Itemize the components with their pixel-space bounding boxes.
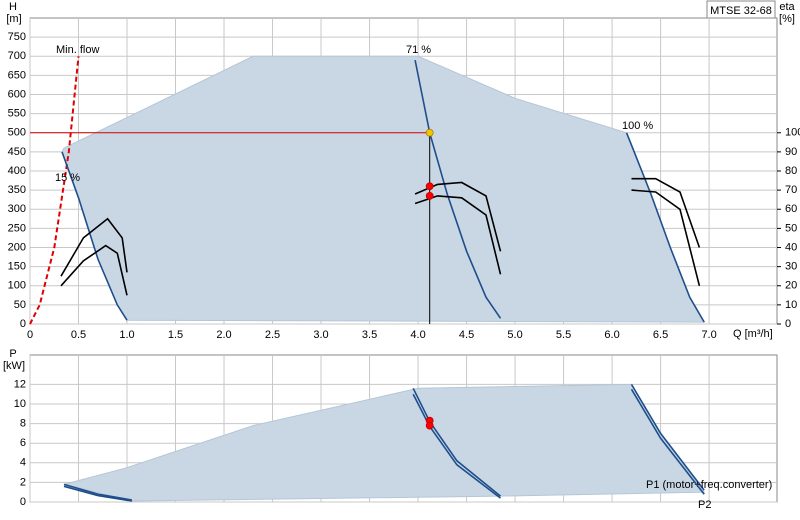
y-tick-label: 4 xyxy=(20,457,26,469)
y2-tick-label: 50 xyxy=(785,222,797,234)
y-tick-label: 8 xyxy=(20,418,26,430)
y-tick-label: 650 xyxy=(8,69,26,81)
x-tick-label: 6.0 xyxy=(604,329,619,341)
x-tick-label: 1.5 xyxy=(168,329,183,341)
curve-label: 100 % xyxy=(622,120,653,132)
y-tick-label: 200 xyxy=(8,241,26,253)
y2-tick-label: 90 xyxy=(785,146,797,158)
y2-tick-label: 70 xyxy=(785,184,797,196)
performance-curve xyxy=(63,383,705,501)
x-tick-label: 3.5 xyxy=(362,329,377,341)
y-tick-label: 150 xyxy=(8,261,26,273)
y-tick-label: 300 xyxy=(8,203,26,215)
curve-label: P2 xyxy=(698,499,711,511)
y-tick-label: 0 xyxy=(20,318,26,330)
y2-tick-label: 60 xyxy=(785,203,797,215)
operating-point xyxy=(425,191,434,200)
x-tick-label: 2.0 xyxy=(216,329,231,341)
y-tick-label: 100 xyxy=(8,280,26,292)
x-tick-label: 1.0 xyxy=(119,329,134,341)
x-tick-label: 5.0 xyxy=(507,329,522,341)
curve-label: 71 % xyxy=(406,44,431,56)
y-label: P xyxy=(9,348,16,360)
y-unit: [kW] xyxy=(3,360,25,372)
y-tick-label: 50 xyxy=(14,299,26,311)
y-tick-label: 350 xyxy=(8,184,26,196)
y2-tick-label: 0 xyxy=(785,318,791,330)
performance-curve xyxy=(625,132,705,323)
pump-name: MTSE 32-68 xyxy=(710,5,772,17)
x-label: Q [m³/h] xyxy=(733,328,773,340)
y-tick-label: 2 xyxy=(20,476,26,488)
y-tick-label: 700 xyxy=(8,50,26,62)
y-tick-label: 6 xyxy=(20,437,26,449)
x-tick-label: 5.5 xyxy=(556,329,571,341)
y2-tick-label: 100 xyxy=(785,127,800,139)
performance-curve xyxy=(63,388,705,502)
operating-point xyxy=(425,421,434,430)
y-tick-label: 500 xyxy=(8,127,26,139)
y2-tick-label: 80 xyxy=(785,165,797,177)
y-tick-label: 600 xyxy=(8,88,26,100)
y-tick-label: 750 xyxy=(8,31,26,43)
x-tick-label: 3.0 xyxy=(313,329,328,341)
x-tick-label: 4.5 xyxy=(459,329,474,341)
operating-point xyxy=(425,182,434,191)
x-tick-label: 6.5 xyxy=(653,329,668,341)
y-tick-label: 250 xyxy=(8,222,26,234)
x-tick-label: 2.5 xyxy=(265,329,280,341)
y-unit: [m] xyxy=(6,13,21,25)
y2-tick-label: 40 xyxy=(785,241,797,253)
y-tick-label: 10 xyxy=(14,398,26,410)
x-tick-label: 7.0 xyxy=(701,329,716,341)
x-tick-label: 0.5 xyxy=(71,329,86,341)
curve-label: P1 (motor+freq.converter) xyxy=(646,479,772,491)
x-tick-label: 4.0 xyxy=(410,329,425,341)
y2-tick-label: 30 xyxy=(785,261,797,273)
operating-point xyxy=(425,128,434,137)
y-tick-label: 400 xyxy=(8,165,26,177)
x-tick-label: 0 xyxy=(27,329,33,341)
y-tick-label: 0 xyxy=(20,496,26,508)
y-tick-label: 450 xyxy=(8,146,26,158)
performance-curve xyxy=(61,151,128,321)
y-tick-label: 12 xyxy=(14,378,26,390)
curve-label: 15 % xyxy=(55,172,80,184)
y-tick-label: 550 xyxy=(8,108,26,120)
performance-curve xyxy=(29,56,80,325)
y2-label: eta xyxy=(779,1,795,13)
curve-label: Min. flow xyxy=(56,44,99,56)
performance-curve xyxy=(414,59,502,319)
y2-tick-label: 20 xyxy=(785,280,797,292)
y2-unit: [%] xyxy=(779,13,795,25)
y-label: H xyxy=(9,1,17,13)
y2-tick-label: 10 xyxy=(785,299,797,311)
